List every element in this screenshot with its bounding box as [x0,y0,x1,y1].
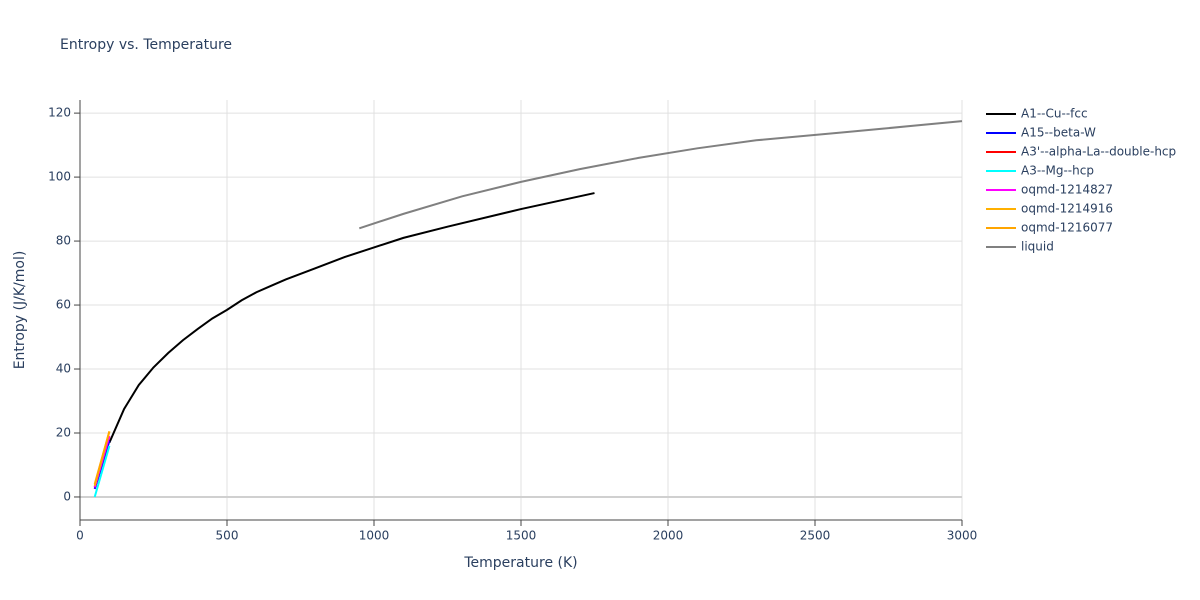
legend-label: liquid [1021,240,1054,254]
x-tick-label: 2500 [800,529,831,543]
line-series [93,445,111,498]
x-tick-label: 2000 [653,529,684,543]
x-tick-label: 3000 [947,529,978,543]
line-series [93,431,111,485]
legend-label: A3'--alpha-La--double-hcp [1021,145,1176,159]
legend-label: A1--Cu--fcc [1021,107,1088,121]
legend-label: A3--Mg--hcp [1021,164,1094,178]
y-tick-label: 100 [48,170,71,184]
x-tick-label: 500 [216,529,239,543]
legend-label: A15--beta-W [1021,126,1096,140]
y-tick-label: 40 [56,362,71,376]
y-tick-label: 0 [63,489,71,503]
line-series [358,120,963,230]
legend-label: oqmd-1214916 [1021,202,1113,216]
x-tick-label: 1000 [359,529,390,543]
y-tick-label: 120 [48,106,71,120]
y-tick-label: 20 [56,425,71,439]
legend-label: oqmd-1214827 [1021,183,1113,197]
x-axis-title: Temperature (K) [463,555,577,571]
y-tick-label: 80 [56,234,71,248]
y-tick-label: 60 [56,298,71,312]
chart-title: Entropy vs. Temperature [60,37,232,53]
x-tick-label: 0 [76,529,84,543]
legend-label: oqmd-1216077 [1021,221,1113,235]
x-tick-label: 1500 [506,529,537,543]
line-series [108,192,595,443]
y-axis-title: Entropy (J/K/mol) [12,251,28,370]
